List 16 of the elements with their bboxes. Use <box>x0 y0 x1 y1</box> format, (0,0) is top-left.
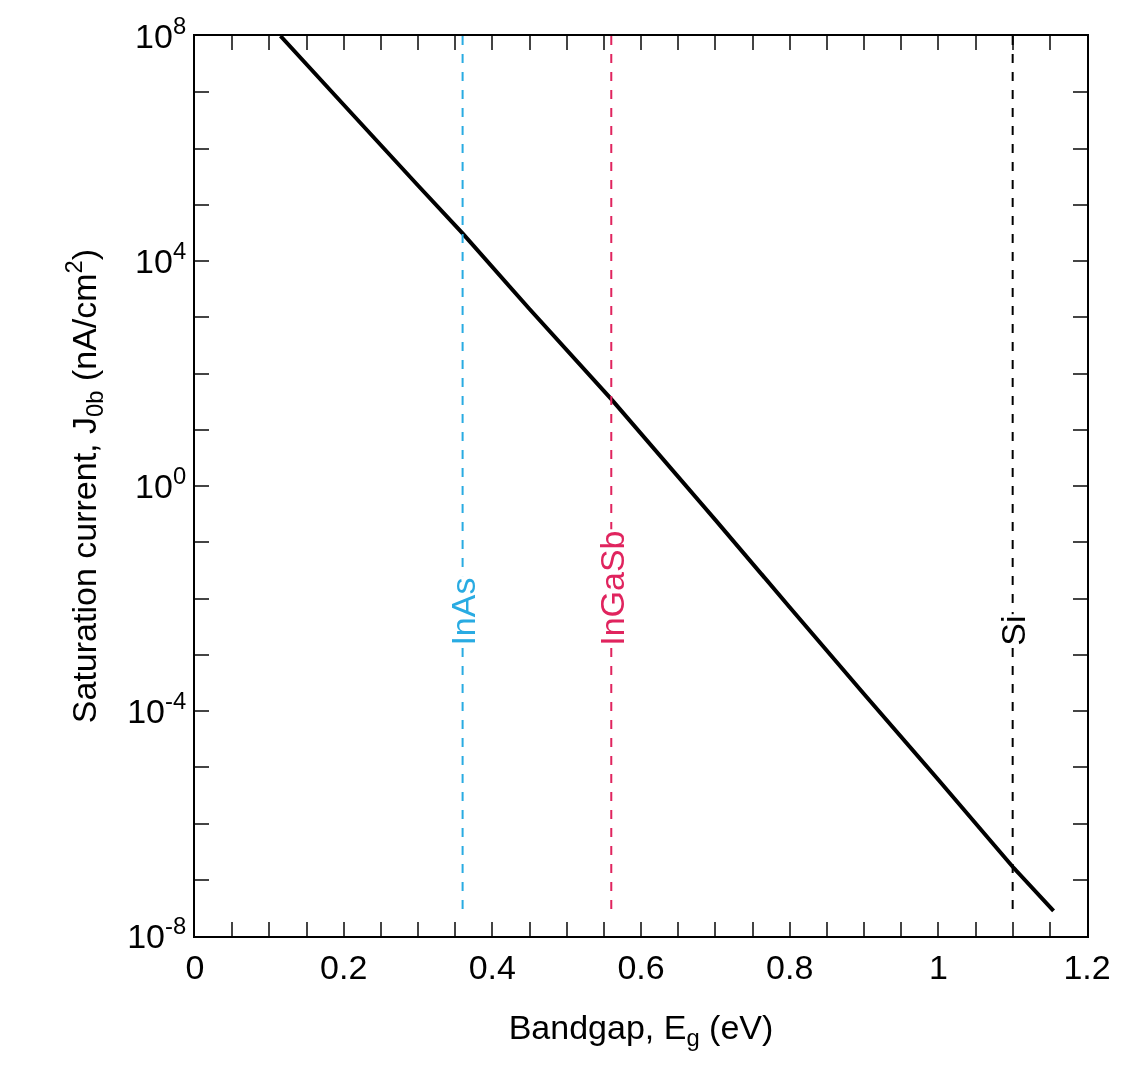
x-tick-label: 1.2 <box>1063 947 1111 986</box>
y-tick-label: 10$^{8}$ <box>135 11 187 55</box>
x-tick-label: 0.4 <box>468 947 516 986</box>
ref-line-label: Si <box>993 615 1032 646</box>
y-tick-label: 10$^{0}$ <box>135 461 187 505</box>
x-tick-label: 0.6 <box>617 947 665 986</box>
x-tick-label: 1 <box>928 947 948 986</box>
x-axis-title: Bandgap, E$_{g}$ (eV) <box>508 1007 774 1051</box>
y-tick-label: 10$^{-4}$ <box>127 686 187 730</box>
y-tick-label: 10$^{4}$ <box>135 236 187 280</box>
ref-line-label: InAs <box>443 577 482 646</box>
x-tick-label: 0.2 <box>320 947 368 986</box>
x-tick-label: 0.8 <box>766 947 814 986</box>
y-tick-label: 10$^{-8}$ <box>127 911 187 955</box>
ref-line-label: InGaSb <box>592 530 631 646</box>
x-tick-label: 0 <box>185 947 205 986</box>
